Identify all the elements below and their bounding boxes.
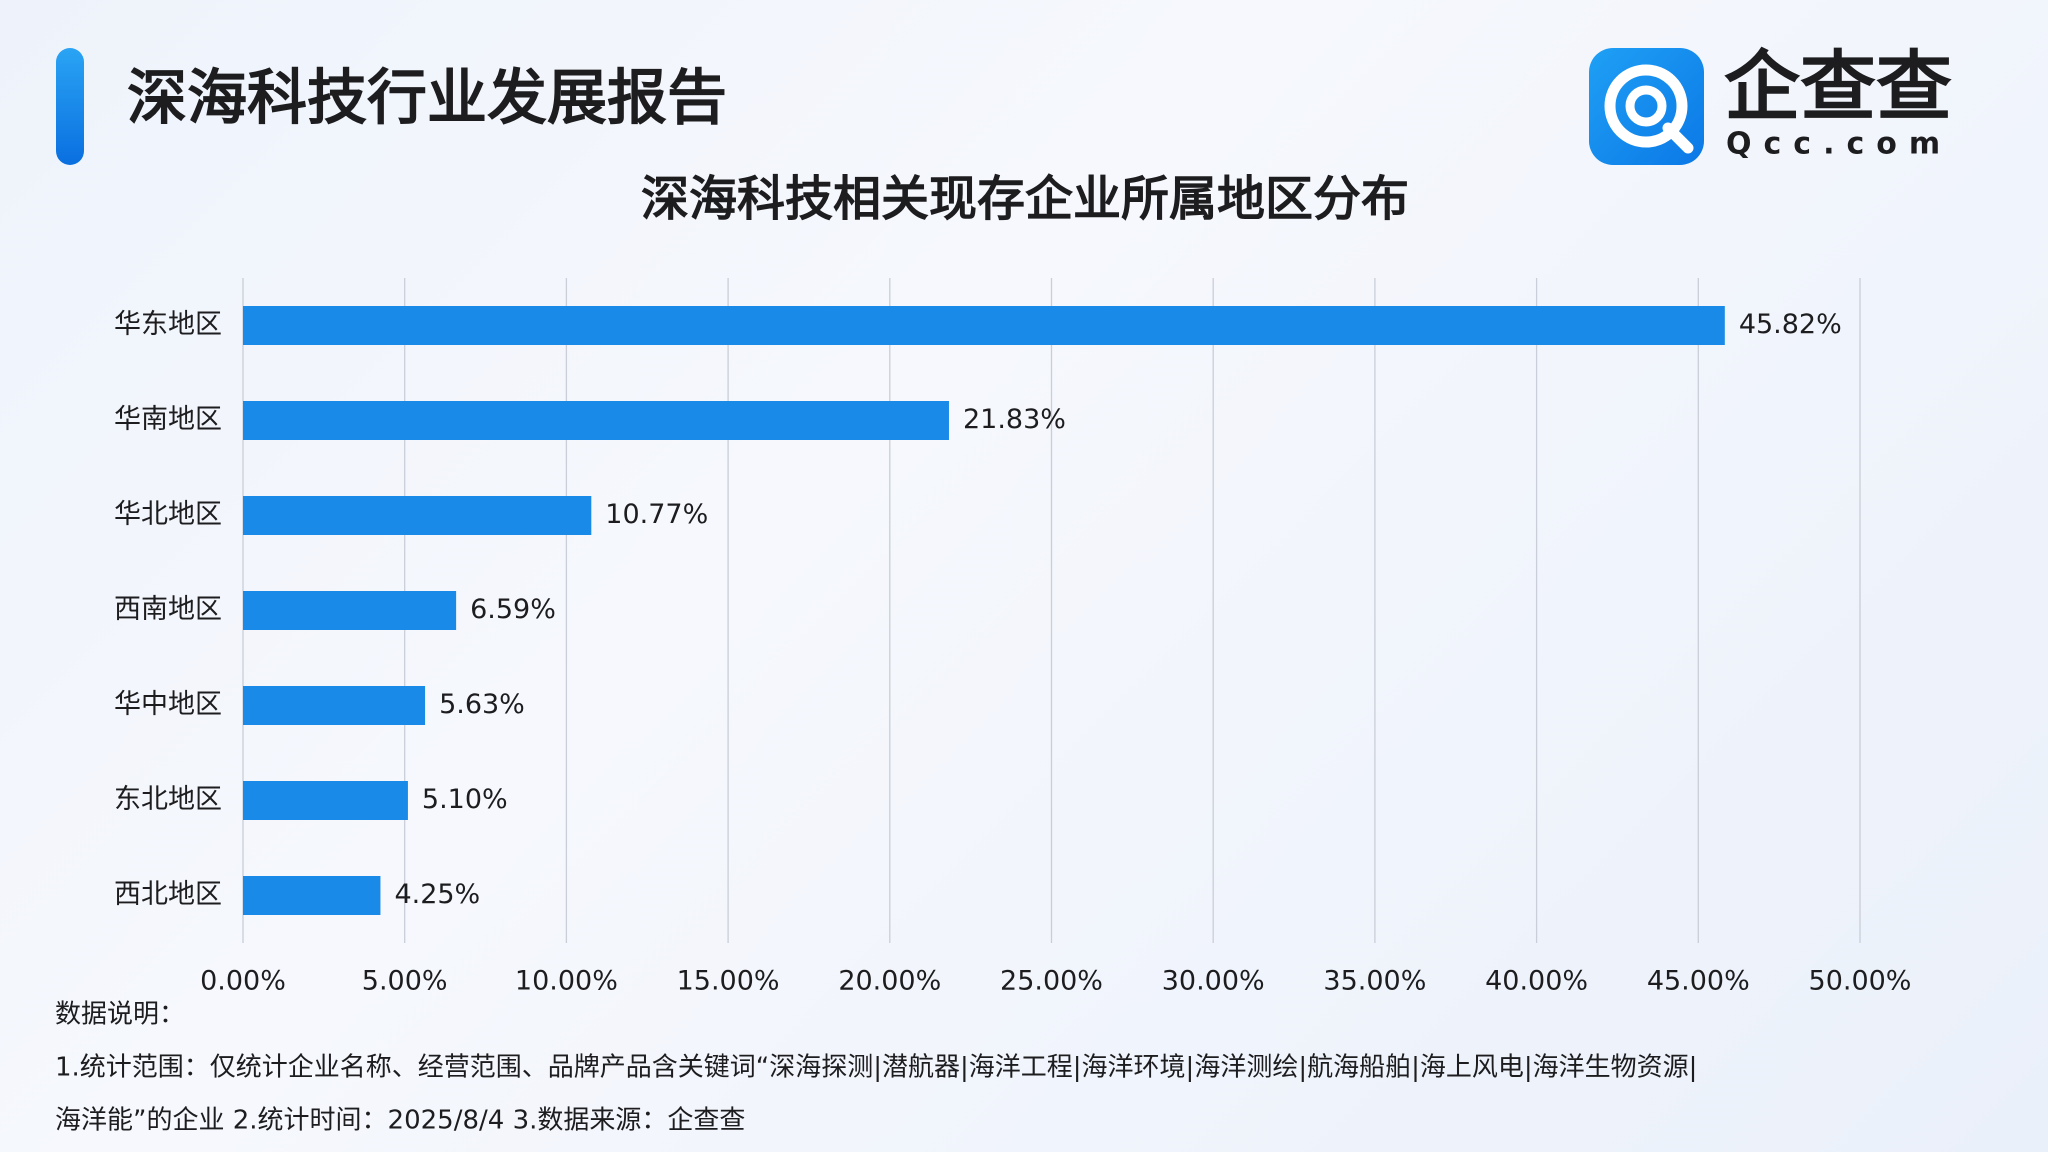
- bar: [243, 876, 381, 915]
- data-label: 5.63%: [439, 689, 525, 720]
- x-tick-label: 30.00%: [1162, 966, 1265, 997]
- data-label: 4.25%: [394, 879, 480, 910]
- x-tick-label: 50.00%: [1809, 966, 1912, 997]
- x-tick-label: 15.00%: [677, 966, 780, 997]
- bar: [243, 306, 1725, 345]
- x-tick-label: 20.00%: [838, 966, 941, 997]
- page-title: 深海科技行业发展报告: [127, 64, 727, 134]
- logo-domain: Qcc.com: [1726, 127, 1952, 162]
- x-tick-label: 40.00%: [1485, 966, 1588, 997]
- x-tick-label: 45.00%: [1647, 966, 1750, 997]
- plot: 0.00% 5.00% 10.00% 15.00% 20.00% 25.00% 30.00%…: [114, 278, 1911, 997]
- y-tick-label: 华中地区: [114, 689, 222, 720]
- logo-ring: [1604, 64, 1688, 148]
- bar: [243, 496, 592, 535]
- logo-inner: [1625, 85, 1667, 127]
- data-label: 10.77%: [605, 499, 708, 530]
- logo-name: 企查查: [1724, 42, 1952, 131]
- data-label: 5.10%: [422, 784, 508, 815]
- x-tick-label: 10.00%: [515, 966, 618, 997]
- y-tick-label: 华南地区: [114, 404, 222, 435]
- data-label: 6.59%: [470, 594, 556, 625]
- data-label: 45.82%: [1739, 309, 1842, 340]
- title-accent: [56, 48, 84, 165]
- y-tick-label: 华北地区: [114, 499, 222, 530]
- y-tick-label: 华东地区: [114, 309, 222, 340]
- bar: [243, 401, 949, 440]
- chart-title: 深海科技相关现存企业所属地区分布: [641, 171, 1409, 227]
- notes-line: 1.统计范围：仅统计企业名称、经营范围、品牌产品含关键词“深海探测|潜航器|海洋…: [55, 1053, 1697, 1083]
- data-label: 21.83%: [963, 404, 1066, 435]
- bar: [243, 686, 426, 725]
- bar: [243, 781, 408, 820]
- bar: [243, 591, 457, 630]
- logo-tail: [1662, 122, 1694, 154]
- x-tick-label: 35.00%: [1323, 966, 1426, 997]
- y-tick-label: 西南地区: [114, 594, 222, 625]
- x-tick-label: 25.00%: [1000, 966, 1103, 997]
- y-tick-label: 东北地区: [114, 784, 222, 815]
- notes-line: 海洋能”的企业 2.统计时间：2025/8/4 3.数据来源：企查查: [55, 1106, 745, 1136]
- notes-heading: 数据说明：: [55, 1000, 185, 1030]
- y-tick-label: 西北地区: [114, 879, 222, 910]
- x-tick-label: 5.00%: [362, 966, 448, 997]
- x-tick-label: 0.00%: [200, 966, 286, 997]
